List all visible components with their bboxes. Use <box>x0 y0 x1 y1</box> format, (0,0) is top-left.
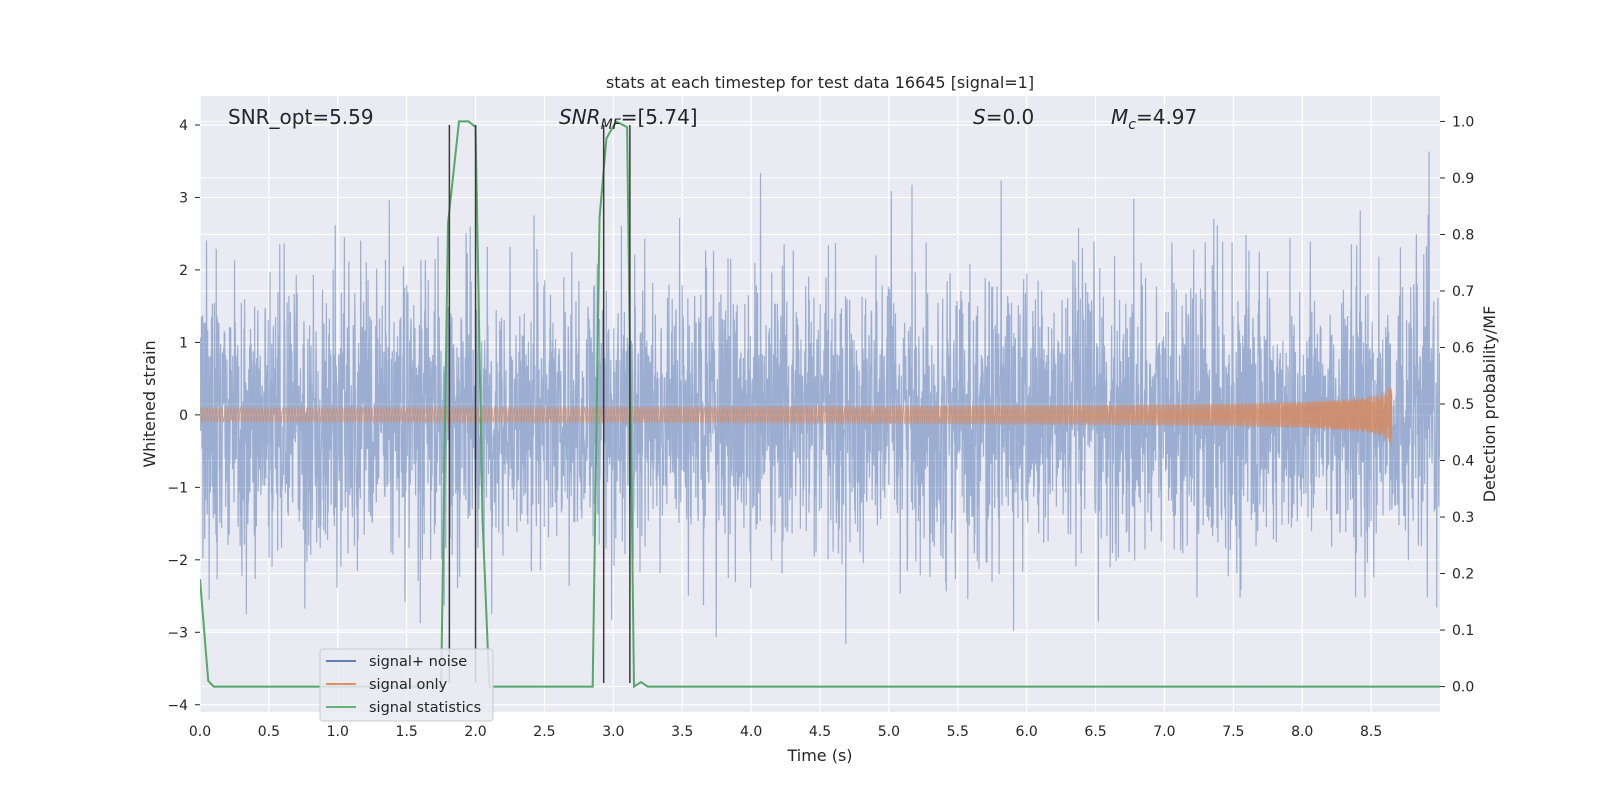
annotation-snr-mf-value: =[5.74] <box>621 105 698 129</box>
y-tick-label: 4 <box>179 118 188 134</box>
legend: signal+ noise signal only signal statist… <box>319 648 494 722</box>
annotation-mc-sub: c <box>1128 117 1136 133</box>
x-tick-label: 2.5 <box>533 724 555 740</box>
y-tick-label: −4 <box>167 698 188 714</box>
y-axis-label: Whitened strain <box>140 340 159 467</box>
y2-tick-label: 1.0 <box>1452 114 1474 130</box>
annotation-mc: Mc=4.97 <box>1111 105 1197 133</box>
y-tick-label: −1 <box>167 480 188 496</box>
y-tick-label: −2 <box>167 553 188 569</box>
x-tick-label: 4.5 <box>809 724 831 740</box>
x-tick-label: 6.0 <box>1016 724 1038 740</box>
annotation-s: S=0.0 <box>973 105 1034 129</box>
x-tick-label: 2.0 <box>464 724 486 740</box>
y2-tick-labels: 1.0 0.9 0.8 0.7 0.6 0.5 0.4 0.3 0.2 0.1 0.0 <box>1440 114 1474 696</box>
y2-tick-label: 0.6 <box>1452 340 1474 356</box>
annotation-snr-opt: SNR_opt=5.59 <box>228 105 374 129</box>
y-tick-label: 0 <box>179 408 188 424</box>
x-tick-label: 8.5 <box>1360 724 1382 740</box>
series-signal-noise <box>200 151 1440 644</box>
x-tick-label: 7.5 <box>1222 724 1244 740</box>
y2-tick-label: 0.7 <box>1452 284 1474 300</box>
x-tick-label: 3.0 <box>602 724 624 740</box>
y2-tick-label: 0.3 <box>1452 510 1474 526</box>
annotation-s-value: =0.0 <box>986 105 1035 129</box>
x-tick-label: 5.0 <box>878 724 900 740</box>
annotation-s-symbol: S <box>973 105 986 129</box>
y-tick-labels: 4 3 2 1 0 −1 −2 −3 −4 <box>167 118 200 714</box>
annotation-snr-mf: SNRMF=[5.74] <box>559 105 698 133</box>
y2-tick-label: 0.1 <box>1452 623 1474 639</box>
x-tick-label: 7.0 <box>1153 724 1175 740</box>
legend-label-signal-noise: signal+ noise <box>369 654 467 670</box>
legend-label-signal-only: signal only <box>369 677 448 693</box>
x-tick-label: 0.5 <box>258 724 280 740</box>
y-tick-label: 3 <box>179 190 188 206</box>
x-tick-labels: 0.0 0.5 1.0 1.5 2.0 2.5 3.0 3.5 4.0 4.5 5.0 5.5 6.0 6… <box>189 724 1382 740</box>
x-tick-label: 4.0 <box>740 724 762 740</box>
x-tick-label: 5.5 <box>947 724 969 740</box>
x-axis-label: Time (s) <box>786 746 852 765</box>
y2-tick-label: 0.5 <box>1452 397 1474 413</box>
annotation-mc-base: M <box>1111 105 1128 129</box>
annotation-snr-mf-base: SNR <box>559 105 601 129</box>
series-signal-only <box>200 386 1393 447</box>
y2-tick-label: 0.9 <box>1452 171 1474 187</box>
x-tick-label: 8.0 <box>1291 724 1313 740</box>
y2-tick-label: 0.2 <box>1452 567 1474 583</box>
vertical-markers <box>448 124 631 684</box>
y-tick-label: 2 <box>179 263 188 279</box>
annotation-mc-value: =4.97 <box>1136 105 1197 129</box>
y2-tick-label: 0.8 <box>1452 227 1474 243</box>
annotation-snr-mf-sub: MF <box>601 117 622 133</box>
x-tick-label: 3.5 <box>671 724 693 740</box>
y2-tick-label: 0.0 <box>1452 680 1474 696</box>
legend-label-signal-statistics: signal statistics <box>369 700 481 716</box>
y-tick-label: 1 <box>179 335 188 351</box>
legend-box <box>319 648 494 722</box>
y-tick-label: −3 <box>167 625 188 641</box>
x-tick-label: 6.5 <box>1084 724 1106 740</box>
y2-tick-label: 0.4 <box>1452 454 1474 470</box>
x-tick-label: 1.0 <box>327 724 349 740</box>
y2-axis-label: Detection probability/MF <box>1480 306 1499 503</box>
x-tick-label: 0.0 <box>189 724 211 740</box>
chart-title: stats at each timestep for test data 166… <box>606 73 1034 92</box>
x-tick-label: 1.5 <box>396 724 418 740</box>
